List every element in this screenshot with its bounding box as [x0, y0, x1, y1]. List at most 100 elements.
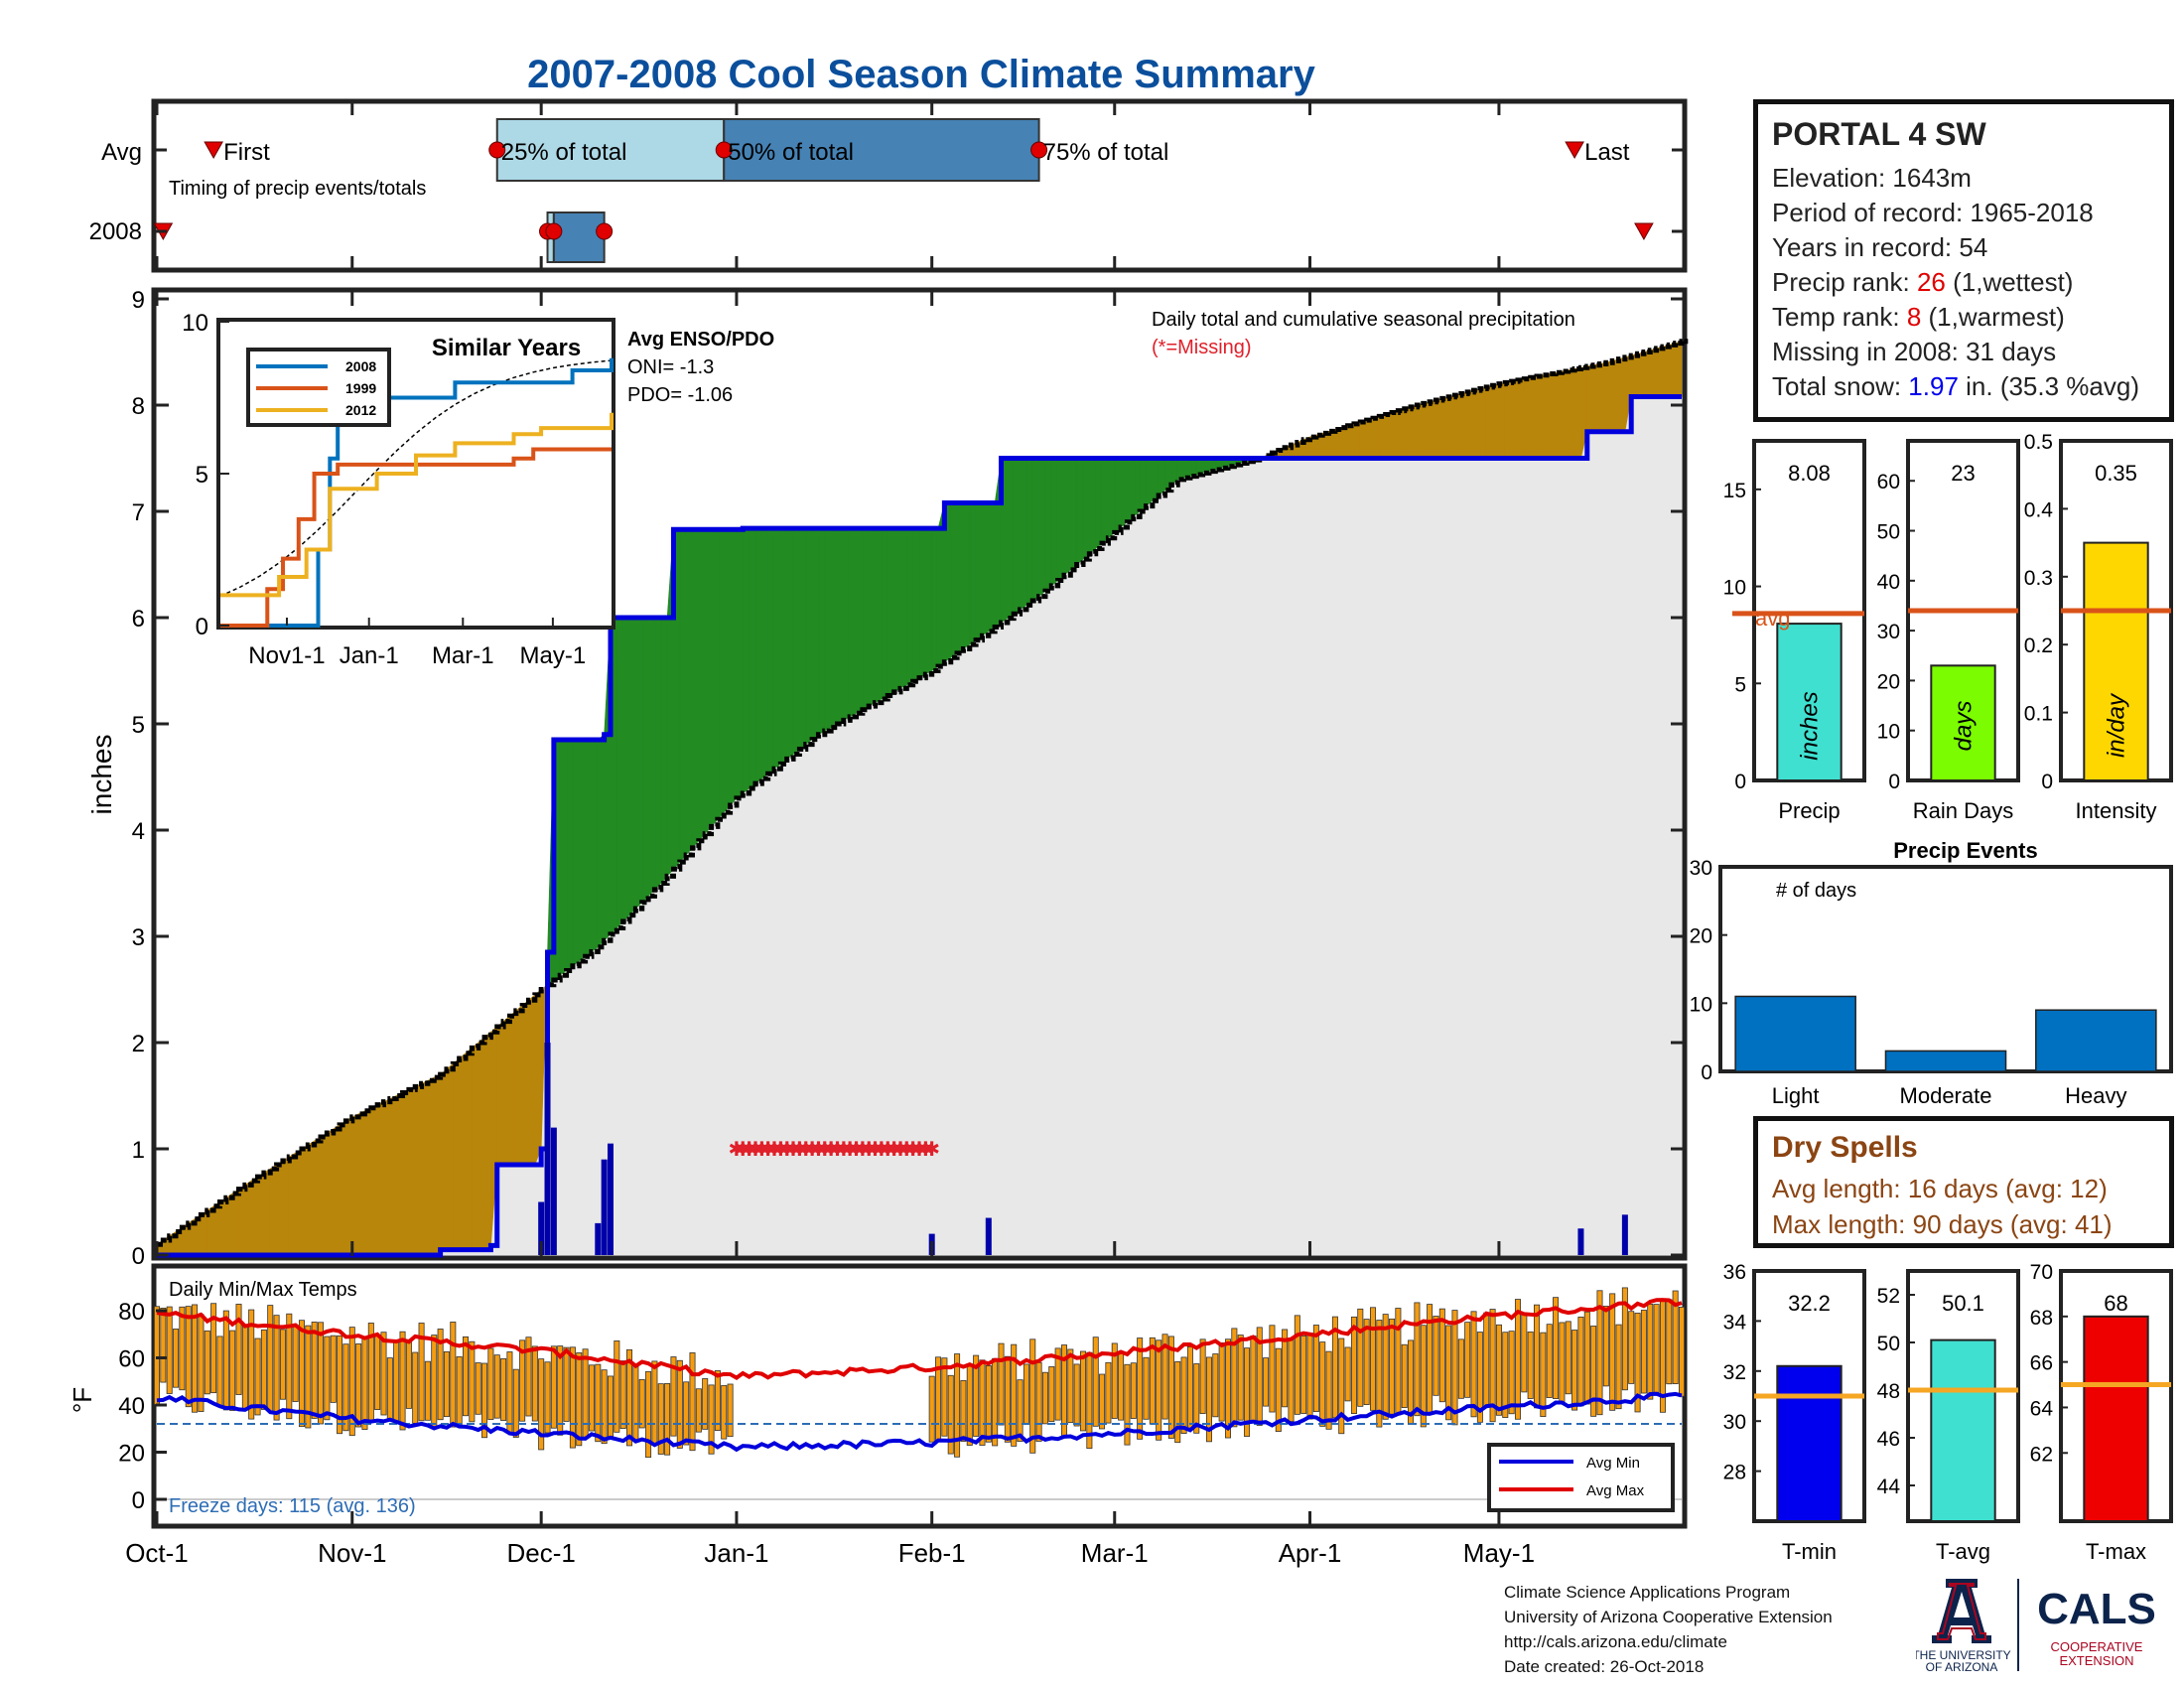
- daily-temp-bar: [992, 1357, 999, 1447]
- anomaly-fill: [1592, 363, 1600, 433]
- inset-legend: 2008 1999 2012: [246, 348, 391, 427]
- daily-temp-bar: [1350, 1316, 1357, 1415]
- y2008-p50-marker: [545, 222, 563, 240]
- anomaly-fill: [1120, 458, 1128, 528]
- daily-temp-bar: [985, 1365, 992, 1443]
- daily-temp-bar: [1319, 1341, 1326, 1427]
- daily-temp-bar: [1389, 1318, 1396, 1415]
- anomaly-fill: [1599, 361, 1607, 433]
- daily-temp-bar: [273, 1315, 280, 1421]
- daily-temp-bar: [1382, 1314, 1389, 1420]
- anomaly-fill: [660, 617, 668, 885]
- raindays-stat-unit-label: days: [1951, 701, 1978, 752]
- daily-temp-bar: [941, 1357, 948, 1437]
- anomaly-fill: [830, 527, 838, 729]
- anomaly-fill: [685, 528, 693, 856]
- tmin-stat-bar: [1776, 1364, 1843, 1523]
- missing-marker: ✱: [823, 1139, 840, 1161]
- daily-temp-bar: [979, 1359, 986, 1446]
- daily-temp-bar: [1011, 1343, 1018, 1447]
- anomaly-fill: [647, 617, 655, 898]
- anomaly-fill: [327, 1128, 335, 1256]
- daily-temp-bar: [192, 1304, 199, 1413]
- cals-wordmark: CALS: [2037, 1585, 2156, 1633]
- anomaly-fill: [1637, 352, 1645, 397]
- daily-temp-bar: [1376, 1320, 1383, 1428]
- anomaly-fill: [1183, 458, 1191, 479]
- daily-temp-bar: [676, 1359, 683, 1449]
- anomaly-fill: [1485, 384, 1493, 459]
- daily-temp-bar: [1017, 1379, 1024, 1443]
- anomaly-fill: [566, 739, 574, 972]
- anomaly-fill: [1031, 458, 1039, 602]
- daily-temp-bar: [638, 1379, 645, 1429]
- timing-row-avg: Avg: [101, 139, 142, 166]
- precip-avg-label: avg: [1755, 606, 1790, 631]
- anomaly-fill: [1492, 383, 1500, 459]
- x-tick-label: Jan-1: [704, 1538, 768, 1568]
- anomaly-fill: [1460, 391, 1468, 459]
- anomaly-fill: [616, 617, 623, 929]
- daily-temp-bar: [1073, 1363, 1080, 1427]
- x-axis-labels: Oct-1 Nov-1 Dec-1 Jan-1 Feb-1 Mar-1 Apr-1 May-1: [125, 1511, 1535, 1568]
- temp-y-tick-label: 0: [132, 1487, 145, 1514]
- daily-temp-bar: [1105, 1361, 1112, 1424]
- anomaly-fill: [345, 1116, 353, 1256]
- daily-temp-bar: [450, 1322, 457, 1428]
- temps-title: Daily Min/Max Temps: [169, 1279, 357, 1301]
- anomaly-fill: [453, 1057, 460, 1250]
- timing-row-2008: 2008: [89, 218, 142, 245]
- daily-temp-bar: [424, 1360, 431, 1421]
- daily-temp-bar: [1464, 1322, 1471, 1398]
- credits-line-3[interactable]: http://cals.arizona.edu/climate: [1504, 1632, 1727, 1651]
- anomaly-fill: [308, 1140, 315, 1256]
- daily-temp-bar: [1137, 1337, 1144, 1440]
- coop-line-2: EXTENSION: [2059, 1653, 2133, 1668]
- anomaly-fill: [698, 528, 706, 842]
- raindays-stat-bar: [1930, 664, 1996, 782]
- daily-temp-bar: [1325, 1350, 1332, 1430]
- daily-temp-bar: [1540, 1332, 1547, 1418]
- coop-line-1: COOPERATIVE: [2051, 1639, 2143, 1654]
- daily-temp-bar: [1111, 1342, 1118, 1419]
- daily-temp-bar: [1647, 1304, 1654, 1400]
- anomaly-fill: [333, 1124, 341, 1256]
- missing-marker: ✱: [904, 1139, 921, 1161]
- daily-temp-bar: [1300, 1335, 1307, 1414]
- anomaly-fill: [875, 527, 883, 704]
- daily-temp-bar: [311, 1322, 318, 1419]
- daily-temp-bar: [500, 1357, 507, 1421]
- missing-marker: ✱: [778, 1139, 795, 1161]
- anomaly-fill: [364, 1107, 372, 1256]
- temp-stat-charts: 28 30 32 34 36 32.2 T-min 44 46 48 50 52 50.1 T-avg 62…: [1723, 1261, 2173, 1564]
- anomaly-fill: [421, 1079, 429, 1256]
- anomaly-fill: [1340, 425, 1348, 459]
- timing-first-label: First: [223, 139, 270, 166]
- anomaly-fill: [1586, 364, 1594, 433]
- daily-temp-bar: [1156, 1339, 1162, 1441]
- enso-title: Avg ENSO/PDO: [627, 329, 774, 351]
- timing-p75-label: 75% of total: [1043, 139, 1169, 166]
- daily-temp-bar: [279, 1329, 286, 1400]
- daily-temp-bar: [1092, 1336, 1099, 1427]
- anomaly-fill: [509, 1010, 517, 1166]
- anomaly-fill: [1095, 458, 1103, 550]
- precip-stat-bar: [1776, 623, 1843, 781]
- intensity-stat-value-label: 0.35: [2095, 461, 2137, 486]
- anomaly-fill: [370, 1104, 378, 1256]
- daily-precip-bar: [601, 1159, 608, 1255]
- missing-marker: ✱: [867, 1139, 884, 1161]
- events-bar-moderate: [1884, 1050, 2007, 1072]
- daily-temp-bar: [374, 1334, 381, 1410]
- daily-temp-bar: [241, 1326, 248, 1411]
- daily-temp-bar: [210, 1303, 217, 1394]
- daily-temp-bar: [632, 1363, 639, 1442]
- temp-plot-area: [153, 1287, 1686, 1500]
- raindays-stat-category-label: Rain Days: [1913, 798, 2013, 823]
- raindays-stat-tick-label: 0: [1888, 771, 1900, 793]
- anomaly-fill: [925, 527, 932, 675]
- main-y-tick-label: 4: [132, 818, 145, 845]
- anomaly-fill: [1643, 350, 1651, 397]
- daily-temp-bar: [928, 1375, 935, 1443]
- missing-marker: ✱: [785, 1139, 802, 1161]
